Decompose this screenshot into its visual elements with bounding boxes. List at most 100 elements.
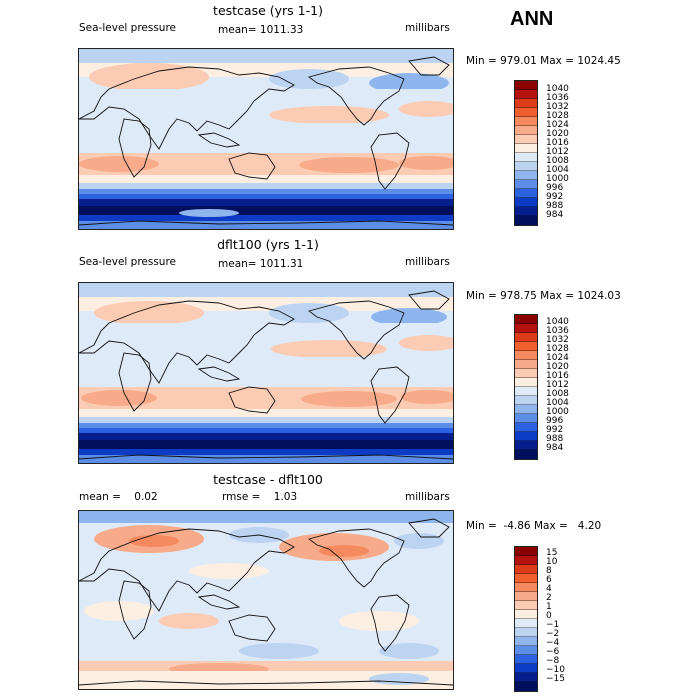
colorbar-swatch xyxy=(515,592,537,601)
panel-2-map-svg xyxy=(79,283,453,463)
panel-2-map xyxy=(78,282,454,464)
p1-fill-arctic xyxy=(79,49,453,63)
panel-2-contour-fills xyxy=(79,283,453,463)
colorbar-swatch xyxy=(515,574,537,583)
panel-1-colorbar xyxy=(514,80,538,226)
panel-2-units: millibars xyxy=(405,256,450,268)
panel-3-coastlines xyxy=(79,518,453,686)
panel-1-map-svg xyxy=(79,49,453,229)
p3-fill-zero-2 xyxy=(84,601,154,621)
p3-coast-eurasia-africa xyxy=(79,528,295,612)
panel-2-variable-label: Sea-level pressure xyxy=(79,256,177,268)
colorbar-swatch xyxy=(515,610,537,619)
p3-coast-south-america xyxy=(370,594,410,652)
colorbar-swatch xyxy=(515,646,537,655)
p1-coast-south-america xyxy=(370,132,410,190)
p2-fill-st-high-3 xyxy=(401,390,453,404)
p3-cbar-label: 1 xyxy=(546,602,552,612)
p1-fill-band-f xyxy=(79,206,453,215)
p2-cbar-label: 1012 xyxy=(546,380,569,390)
panel-3-colorbar xyxy=(514,546,538,692)
colorbar-swatch xyxy=(515,450,537,459)
p1-fill-band-d xyxy=(79,194,453,199)
colorbar-swatch xyxy=(515,628,537,637)
p2-fill-pacific-high xyxy=(271,340,387,358)
panel-1-minmax: Min = 979.01 Max = 1024.45 xyxy=(466,55,621,67)
p2-fill-band-e xyxy=(79,433,453,440)
colorbar-swatch xyxy=(515,108,537,117)
p1-cbar-label: 1008 xyxy=(546,156,569,166)
p1-coast-indonesia xyxy=(197,132,241,148)
panel-3-units: millibars xyxy=(405,491,450,503)
colorbar-swatch xyxy=(515,171,537,180)
colorbar-swatch xyxy=(515,180,537,189)
colorbar-swatch xyxy=(515,333,537,342)
colorbar-swatch xyxy=(515,619,537,628)
p1-cbar-label: 1036 xyxy=(546,93,569,103)
p2-cbar-label: 1016 xyxy=(546,371,569,381)
panel-1-units: millibars xyxy=(405,22,450,34)
p2-fill-band-g xyxy=(79,449,453,455)
p3-cbar-label: −4 xyxy=(546,638,560,648)
p3-cbar-label: 0 xyxy=(546,611,552,621)
p2-fill-azores-high xyxy=(399,335,453,351)
colorbar-swatch xyxy=(515,162,537,171)
p1-fill-icelandic-low xyxy=(369,73,449,93)
p3-coast-indonesia xyxy=(197,594,241,610)
colorbar-swatch xyxy=(515,565,537,574)
p3-fill-antarctic-neg xyxy=(369,673,429,685)
p1-fill-st-high-2 xyxy=(299,157,399,173)
panel-3-contour-fills xyxy=(79,511,453,689)
colorbar-swatch xyxy=(515,673,537,682)
p1-coast-greenland xyxy=(408,56,450,76)
p3-cbar-label: −10 xyxy=(546,665,565,675)
p3-cbar-label: −2 xyxy=(546,629,560,639)
colorbar-swatch xyxy=(515,414,537,423)
p2-coast-north-america xyxy=(307,300,405,360)
p1-coast-north-america xyxy=(307,66,405,126)
p2-cbar-label: 984 xyxy=(546,443,564,453)
colorbar-swatch xyxy=(515,441,537,450)
p3-cbar-label: −8 xyxy=(546,656,560,666)
panel-1-coastlines xyxy=(79,56,453,226)
colorbar-swatch xyxy=(515,664,537,673)
p2-cbar-label: 1020 xyxy=(546,362,569,372)
panel-3-title: testcase - dflt100 xyxy=(213,472,323,487)
colorbar-swatch xyxy=(515,405,537,414)
p1-cbar-label: 996 xyxy=(546,183,564,193)
p1-cbar-label: 992 xyxy=(546,192,564,202)
p1-coast-eurasia-africa xyxy=(79,66,295,150)
p1-fill-azores-high xyxy=(399,101,453,117)
p3-fill-zero-3 xyxy=(339,611,419,631)
p2-fill-mid xyxy=(79,323,453,341)
panel-2-mean-label: mean= 1011.31 xyxy=(218,258,304,270)
p3-cbar-label: 10 xyxy=(546,557,558,567)
p3-coast-antarctica xyxy=(79,680,453,686)
p3-fill-pacific-core xyxy=(319,545,369,557)
p2-fill-band-f xyxy=(79,440,453,449)
colorbar-swatch xyxy=(515,207,537,216)
p2-fill-band-d xyxy=(79,428,453,433)
p1-fill-antarctic xyxy=(79,221,453,229)
p1-fill-band-b xyxy=(79,183,453,189)
p1-fill-band-g xyxy=(79,215,453,221)
p1-fill-band-e xyxy=(79,199,453,206)
p3-fill-antarctic xyxy=(79,671,453,689)
p2-coast-antarctica xyxy=(79,454,453,460)
colorbar-swatch xyxy=(515,90,537,99)
colorbar-swatch xyxy=(515,342,537,351)
panel-2-coastlines xyxy=(79,290,453,460)
panel-3-rmse-label: rmse = 1.03 xyxy=(222,491,298,503)
p1-cbar-label: 984 xyxy=(546,210,564,220)
colorbar-swatch xyxy=(515,556,537,565)
colorbar-swatch xyxy=(515,583,537,592)
p1-cbar-label: 1004 xyxy=(546,165,569,175)
p3-cbar-label: 6 xyxy=(546,575,552,585)
p1-cbar-label: 1032 xyxy=(546,102,569,112)
p2-fill-siberian-high xyxy=(94,301,204,325)
colorbar-swatch xyxy=(515,153,537,162)
p1-fill-st-high-1 xyxy=(79,156,159,172)
p2-cbar-label: 1000 xyxy=(546,407,569,417)
colorbar-swatch xyxy=(515,396,537,405)
p2-cbar-label: 1024 xyxy=(546,353,569,363)
